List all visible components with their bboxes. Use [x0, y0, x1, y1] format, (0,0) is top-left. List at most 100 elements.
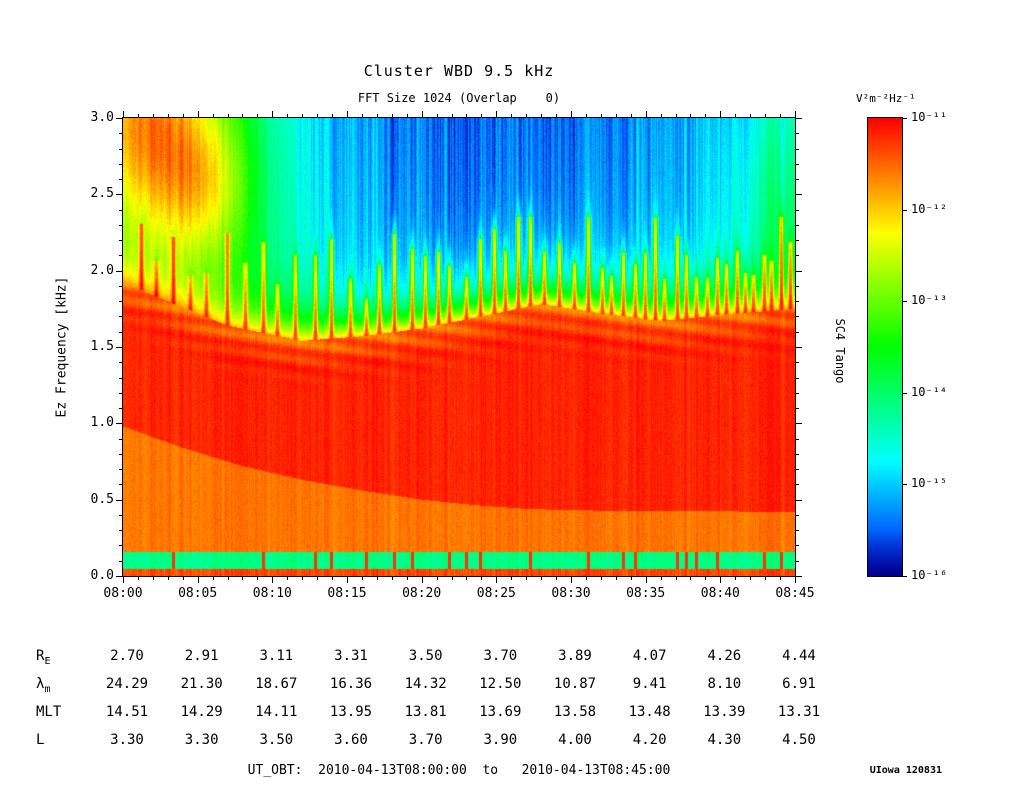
time-range-label: UT_OBT: 2010-04-13T08:00:00 to 2010-04-1…	[247, 763, 671, 778]
x-axis-tick	[795, 111, 796, 118]
x-axis-tick	[765, 576, 767, 580]
spectrogram-canvas	[122, 117, 796, 577]
x-axis-tick	[705, 114, 707, 118]
y-axis-tick	[119, 331, 123, 333]
colorbar-tick	[902, 301, 907, 303]
ephemeris-value: 14.51	[105, 704, 149, 720]
x-axis-tick	[481, 576, 483, 580]
y-axis-tick	[119, 163, 123, 165]
x-axis-tick	[541, 576, 543, 580]
y-axis-tick	[795, 514, 799, 516]
y-axis-tick	[119, 514, 123, 516]
y-axis-tick	[795, 377, 799, 379]
x-axis-tick	[347, 111, 348, 118]
x-axis-tick	[750, 114, 752, 118]
y-axis-tick	[119, 392, 123, 394]
y-axis-tick	[795, 209, 799, 211]
x-axis-tick	[436, 576, 438, 580]
y-axis-label: Ez Frequency [kHz]	[54, 276, 70, 418]
y-tick-label: 0.0	[90, 568, 114, 583]
x-axis-tick	[571, 111, 572, 118]
colorbar-tick	[902, 118, 907, 119]
y-axis-tick	[795, 560, 799, 562]
y-tick-label: 2.5	[90, 186, 114, 202]
y-axis-tick	[795, 163, 799, 165]
x-axis-tick	[705, 576, 707, 580]
colorbar-canvas	[867, 117, 903, 577]
x-axis-tick	[660, 576, 662, 580]
ephemeris-value: 3.70	[408, 732, 443, 748]
x-axis-tick	[541, 114, 543, 118]
x-axis-tick	[421, 576, 423, 583]
y-tick-label: 1.5	[90, 339, 114, 354]
colorbar-tick	[902, 484, 907, 486]
ephemeris-value: 14.32	[404, 676, 447, 692]
x-axis-tick	[332, 576, 334, 580]
x-tick-label: 08:35	[626, 586, 666, 601]
ephemeris-value: 4.30	[707, 732, 742, 748]
y-axis-tick	[795, 224, 799, 226]
ephemeris-value: 6.91	[782, 676, 816, 692]
x-axis-tick	[272, 576, 274, 583]
x-axis-tick	[123, 111, 124, 118]
x-axis-tick	[600, 576, 602, 580]
ephemeris-value: 3.31	[334, 648, 368, 664]
ephemeris-value: 4.00	[558, 732, 592, 748]
y-axis-tick	[119, 377, 123, 379]
x-axis-tick	[481, 114, 483, 118]
x-axis-tick	[287, 576, 289, 580]
colorbar-tick-label: 10⁻¹¹	[911, 110, 948, 124]
ephemeris-row-label-base: L	[36, 732, 45, 748]
ephemeris-value: 3.60	[334, 732, 368, 748]
x-axis-tick	[720, 111, 722, 118]
x-axis-tick	[735, 114, 737, 118]
y-axis-tick	[795, 255, 799, 257]
x-axis-tick	[421, 111, 423, 118]
ephemeris-value: 18.67	[255, 676, 298, 692]
y-axis-tick	[795, 545, 799, 547]
y-axis-tick	[795, 408, 799, 410]
x-axis-tick	[167, 114, 169, 118]
y-axis-tick	[119, 285, 123, 287]
y-axis-tick	[795, 530, 799, 532]
x-axis-tick	[690, 576, 692, 580]
x-axis-tick	[257, 114, 259, 118]
x-axis-tick	[735, 576, 737, 580]
y-axis-tick	[119, 209, 123, 211]
ephemeris-value: 4.20	[632, 732, 667, 748]
ephemeris-row-label: λm	[36, 676, 50, 695]
x-tick-label: 08:00	[103, 586, 143, 601]
x-axis-tick	[152, 114, 154, 118]
x-axis-tick	[406, 576, 408, 580]
x-axis-tick	[137, 114, 139, 118]
ephemeris-value: 13.69	[479, 704, 522, 720]
y-tick-label: 0.5	[90, 491, 114, 507]
y-axis-tick	[795, 484, 799, 486]
x-tick-label: 08:05	[178, 586, 218, 601]
x-axis-tick	[317, 114, 319, 118]
x-axis-tick	[451, 576, 453, 580]
x-axis-tick	[347, 576, 348, 583]
ephemeris-value: 4.44	[782, 648, 816, 664]
x-axis-tick	[556, 114, 558, 118]
colorbar-tick	[902, 576, 907, 577]
x-axis-tick	[690, 114, 692, 118]
x-axis-tick	[645, 576, 647, 583]
ephemeris-value: 4.07	[632, 648, 667, 664]
x-axis-tick	[227, 576, 229, 580]
y-axis-tick	[119, 438, 123, 440]
y-axis-tick	[119, 301, 123, 303]
y-axis-tick	[795, 316, 799, 318]
x-axis-tick	[526, 576, 528, 580]
x-axis-tick	[391, 576, 393, 580]
x-axis-tick	[675, 114, 677, 118]
plot-title: Cluster WBD 9.5 kHz	[363, 62, 555, 80]
x-tick-label: 08:15	[327, 586, 367, 601]
x-axis-tick	[675, 576, 677, 580]
x-tick-label: 08:25	[476, 586, 516, 601]
x-axis-tick	[302, 114, 304, 118]
y-axis-tick	[116, 576, 123, 577]
x-tick-label: 08:30	[551, 586, 591, 601]
y-axis-tick	[116, 347, 123, 348]
